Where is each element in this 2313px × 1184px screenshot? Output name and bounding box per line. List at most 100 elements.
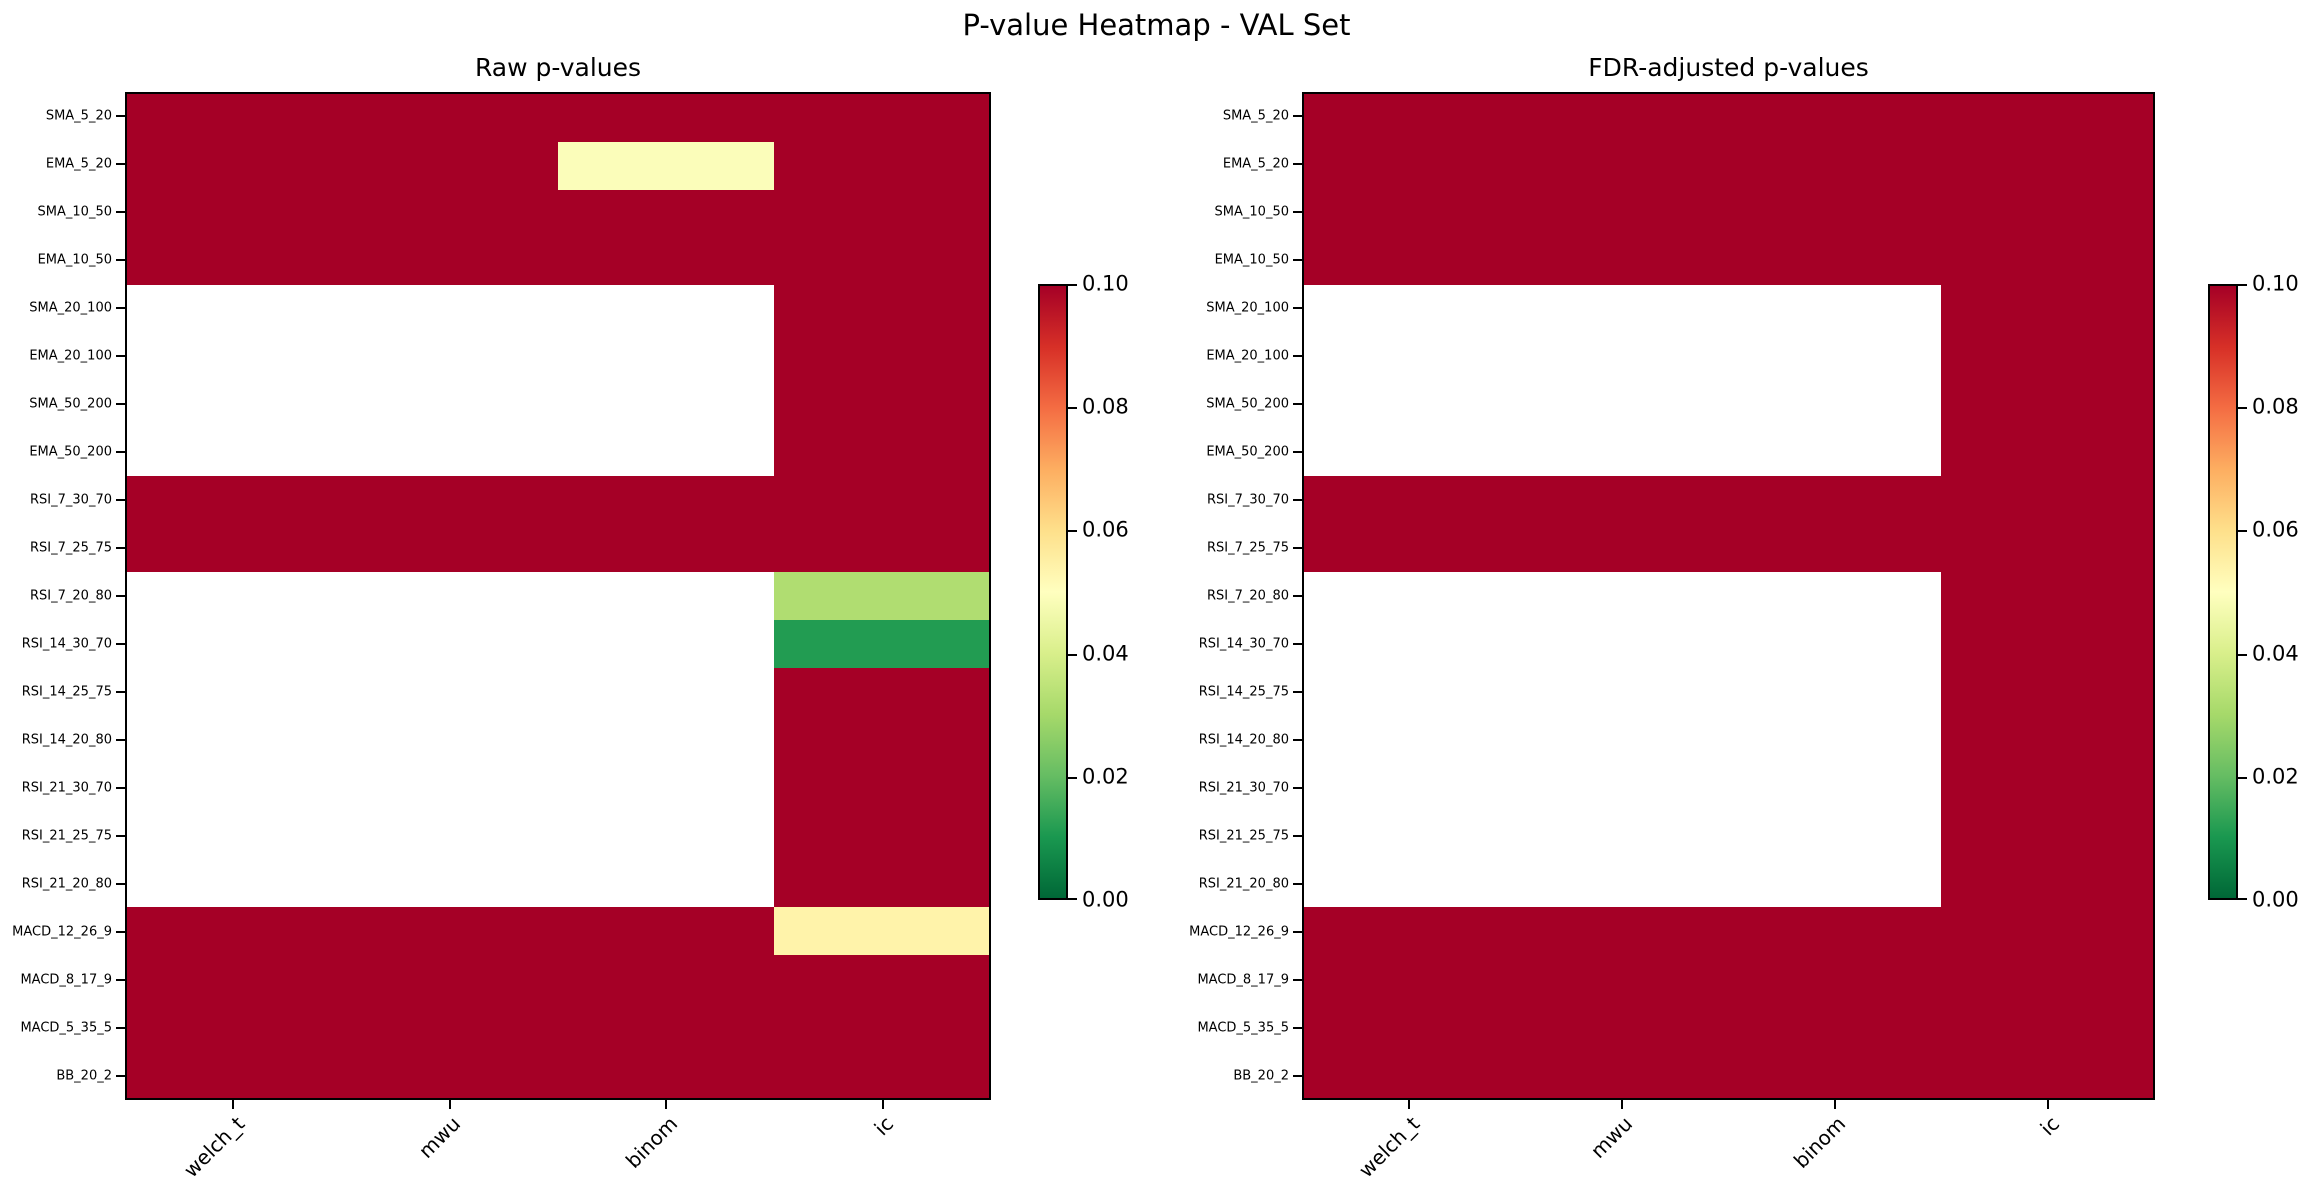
heatmap-cell	[342, 285, 558, 334]
colorbar-tick-mark	[1068, 653, 1077, 656]
heatmap-cell	[1940, 141, 2153, 190]
heatmap-cell	[127, 285, 343, 334]
y-tick-mark	[1293, 163, 1302, 165]
heatmap-cell	[1516, 189, 1729, 238]
x-tick-mark	[2047, 1100, 2050, 1109]
heatmap-cell	[1728, 333, 1941, 381]
heatmap-cell	[1516, 380, 1729, 429]
heatmap-cell	[1304, 333, 1517, 381]
y-tick-mark	[116, 787, 125, 789]
heatmap-cell	[773, 619, 989, 668]
x-tick-mark	[1620, 1100, 1623, 1109]
y-tick-label: EMA_5_20	[1222, 156, 1289, 172]
heatmap-cell	[1304, 619, 1517, 668]
heatmap-cell	[342, 237, 558, 286]
y-tick-label: SMA_50_200	[1206, 396, 1289, 412]
heatmap-cell	[773, 715, 989, 764]
heatmap-cell	[1728, 237, 1941, 286]
colorbar-tick-label: 0.10	[1082, 271, 1129, 296]
heatmap-cell	[342, 763, 558, 812]
heatmap-cell	[1304, 380, 1517, 429]
heatmap-cell	[1940, 1002, 2153, 1051]
y-tick-mark	[116, 835, 125, 837]
colorbar-tick-mark	[1068, 898, 1077, 900]
y-tick-label: EMA_10_50	[37, 252, 112, 268]
y-tick-label: RSI_14_30_70	[21, 636, 112, 652]
heatmap-cell	[773, 285, 989, 334]
colorbar-tick-label: 0.04	[2252, 641, 2299, 666]
heatmap-cell	[773, 333, 989, 381]
y-tick-mark	[116, 451, 125, 453]
colorbar-tick-mark	[2238, 898, 2247, 900]
heatmap-cell	[127, 811, 343, 859]
heatmap-cell	[1940, 333, 2153, 381]
heatmap-cell	[1940, 715, 2153, 764]
heatmap-cell	[558, 285, 774, 334]
heatmap-cell	[773, 1050, 989, 1098]
y-tick-label: MACD_12_26_9	[12, 924, 112, 940]
heatmap-cell	[558, 858, 774, 907]
colorbar-tick-mark	[1068, 407, 1077, 410]
heatmap-cell	[558, 524, 774, 573]
y-tick-mark	[1293, 931, 1302, 933]
heatmap-cell	[1516, 285, 1729, 334]
heatmap-cell	[127, 237, 343, 286]
heatmap-cell	[1728, 94, 1941, 142]
heatmap-cell	[1940, 476, 2153, 525]
heatmap-cell	[1304, 476, 1517, 525]
y-tick-mark	[116, 211, 125, 213]
x-tick-label: ic	[869, 1111, 899, 1141]
figure-title: P-value Heatmap - VAL Set	[962, 8, 1351, 42]
colorbar-tick-label: 0.08	[1082, 394, 1129, 419]
y-tick-mark	[1293, 883, 1302, 885]
colorbar-tick-label: 0.02	[1082, 764, 1129, 789]
y-tick-mark	[116, 307, 125, 309]
heatmap-cell	[773, 906, 989, 955]
heatmap-cell	[1940, 619, 2153, 668]
heatmap-cell	[342, 428, 558, 477]
heatmap-cell	[342, 954, 558, 1003]
heatmap-cell	[1940, 954, 2153, 1003]
heatmap-cell	[1304, 428, 1517, 477]
heatmap-cell	[1728, 141, 1941, 190]
heatmap-cell	[1940, 524, 2153, 573]
y-tick-mark	[116, 979, 125, 981]
heatmap-cell	[1940, 237, 2153, 286]
heatmap-cell	[1516, 476, 1729, 525]
heatmap-cell	[773, 954, 989, 1003]
x-tick-label: welch_t	[1353, 1111, 1425, 1183]
heatmap-cell	[1728, 572, 1941, 620]
heatmap-cell	[127, 667, 343, 716]
y-tick-mark	[116, 883, 125, 885]
heatmap-cell	[558, 141, 774, 190]
heatmap-cell	[127, 1050, 343, 1098]
heatmap-cell	[558, 1050, 774, 1098]
heatmap-cell	[1940, 906, 2153, 955]
heatmap-cell	[342, 572, 558, 620]
x-tick-mark	[232, 1100, 235, 1109]
heatmap-cell	[773, 428, 989, 477]
heatmap-cell	[773, 94, 989, 142]
heatmap-cell	[127, 333, 343, 381]
heatmap-cell	[1728, 285, 1941, 334]
x-tick-mark	[881, 1100, 884, 1109]
y-tick-mark	[1293, 211, 1302, 213]
heatmap-cell	[558, 619, 774, 668]
heatmap-cell	[1940, 667, 2153, 716]
y-tick-mark	[116, 403, 125, 405]
y-tick-label: RSI_21_25_75	[21, 828, 112, 844]
y-tick-label: RSI_14_25_75	[1198, 684, 1289, 700]
panel-raw-title: Raw p-values	[474, 53, 642, 82]
heatmap-cell	[1516, 1050, 1729, 1098]
y-tick-label: MACD_8_17_9	[20, 972, 112, 988]
heatmap-cell	[1728, 715, 1941, 764]
heatmap-cell	[1516, 667, 1729, 716]
y-tick-mark	[116, 355, 125, 357]
colorbar-tick-mark	[1068, 530, 1077, 533]
heatmap-cell	[1728, 858, 1941, 907]
y-tick-mark	[1293, 1027, 1302, 1029]
y-tick-label: MACD_12_26_9	[1189, 924, 1289, 940]
heatmap-cell	[342, 667, 558, 716]
x-tick-label: welch_t	[178, 1111, 249, 1183]
y-tick-label: RSI_7_30_70	[1207, 492, 1289, 508]
